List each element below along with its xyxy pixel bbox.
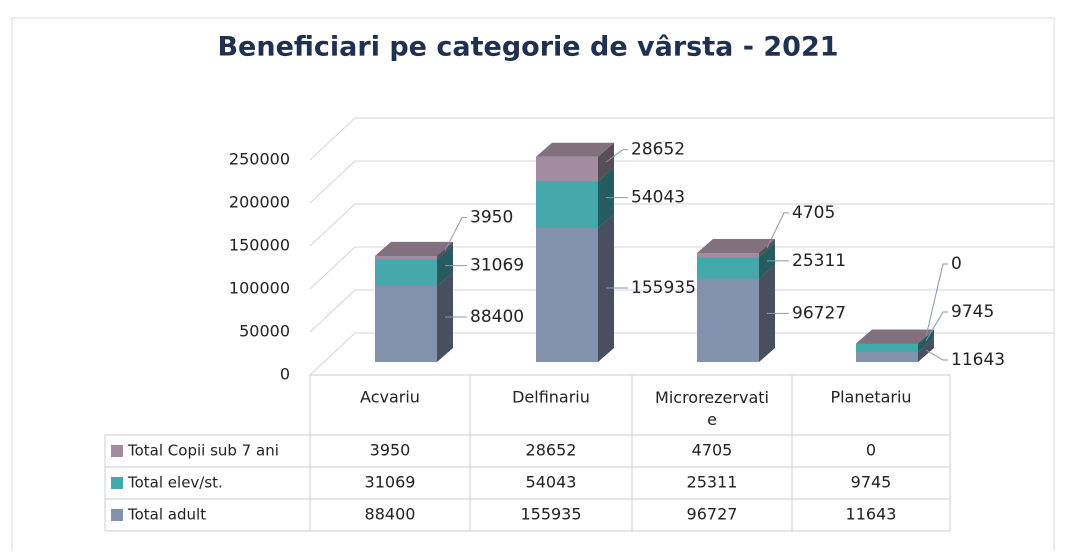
- table-cell: 96727: [687, 505, 738, 524]
- legend-swatch: [111, 509, 123, 521]
- data-label: 9745: [951, 302, 994, 322]
- bar-front: [375, 285, 437, 362]
- data-label: 28652: [631, 140, 685, 160]
- bar-top: [536, 142, 614, 157]
- y-tick-label: 50000: [239, 322, 290, 341]
- x-tick-label: Delfinariu: [512, 388, 590, 407]
- x-tick-label: Microrezervati e: [655, 388, 769, 429]
- legend-swatch: [111, 477, 123, 489]
- bar-segment: [536, 142, 614, 182]
- label-leader: [605, 149, 628, 163]
- data-label: 25311: [792, 251, 846, 271]
- table-cell: 88400: [365, 505, 416, 524]
- grid-line: [309, 117, 1055, 161]
- legend-label: Total adult: [127, 506, 206, 524]
- chart-frame: [11, 17, 1055, 555]
- x-tick-label: Planetariu: [830, 388, 911, 407]
- data-label: 96727: [792, 303, 846, 323]
- bar-side: [918, 329, 934, 352]
- data-label: 3950: [470, 208, 513, 228]
- label-leader: [925, 263, 948, 337]
- data-label: 88400: [470, 307, 524, 327]
- bar-front: [375, 255, 437, 260]
- table-cell: 31069: [365, 473, 416, 492]
- label-leader: [766, 212, 789, 249]
- bar-segment: [697, 264, 775, 362]
- bar-front: [536, 156, 598, 182]
- y-tick-label: 250000: [229, 150, 290, 169]
- table-cell: 4705: [692, 441, 733, 460]
- table-cell: 155935: [520, 505, 581, 524]
- table-cell: 0: [866, 441, 876, 460]
- x-tick-label: Acvariu: [360, 388, 420, 407]
- table-cell: 11643: [846, 505, 897, 524]
- bar-top: [375, 241, 453, 256]
- bar-top: [856, 329, 934, 344]
- chart-title: Beneficiari pe categorie de vârsta - 202…: [217, 32, 838, 63]
- bar-front: [697, 253, 759, 258]
- bar-front: [856, 351, 918, 362]
- bar-front: [697, 257, 759, 279]
- data-label: 155935: [631, 278, 696, 298]
- label-leader: [444, 217, 467, 251]
- grid-line: [309, 203, 1055, 247]
- y-tick-label: 200000: [229, 193, 290, 212]
- grid-line: [309, 289, 1055, 333]
- bar-front: [375, 259, 437, 286]
- data-label: 54043: [631, 188, 685, 208]
- bar-front: [697, 278, 759, 362]
- y-tick-label: 100000: [229, 279, 290, 298]
- table-cell: 28652: [526, 441, 577, 460]
- legend-label: Total Copii sub 7 ani: [127, 442, 279, 460]
- legend-label: Total elev/st.: [127, 474, 223, 492]
- bar-front: [856, 343, 918, 352]
- legend-swatch: [111, 445, 123, 457]
- table-cell: 3950: [370, 441, 411, 460]
- bar-front: [536, 227, 598, 362]
- data-label: 11643: [951, 350, 1005, 370]
- grid-line: [309, 160, 1055, 204]
- label-leader: [925, 349, 948, 361]
- table-cell: 9745: [851, 473, 892, 492]
- bar-front: [536, 181, 598, 228]
- bar-segment: [536, 213, 614, 362]
- table-cell: 25311: [687, 473, 738, 492]
- bar-top: [697, 239, 775, 254]
- grid-line: [309, 246, 1055, 290]
- bar-segment: [856, 329, 934, 344]
- table-cell: 54043: [526, 473, 577, 492]
- grid-line: [309, 332, 1055, 376]
- y-tick-label: 0: [280, 365, 290, 384]
- data-label: 0: [951, 254, 962, 274]
- data-label: 31069: [470, 256, 524, 276]
- label-leader: [925, 311, 948, 342]
- y-tick-label: 150000: [229, 236, 290, 255]
- data-label: 4705: [792, 203, 835, 223]
